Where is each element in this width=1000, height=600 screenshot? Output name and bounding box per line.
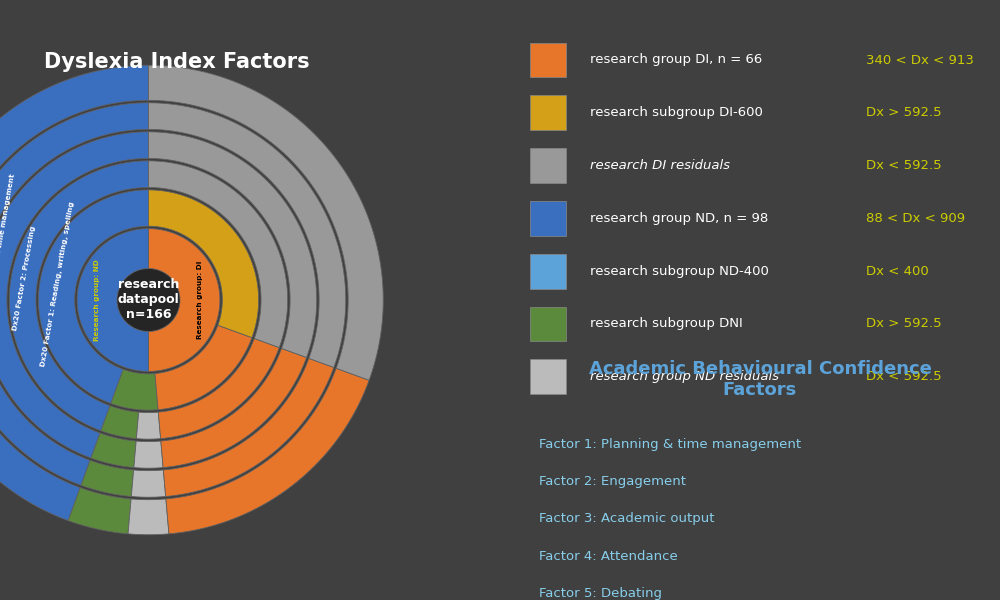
Polygon shape: [91, 433, 136, 467]
Text: Dx20 Factor 1: Reading, writing, spelling: Dx20 Factor 1: Reading, writing, spellin…: [40, 201, 75, 367]
Polygon shape: [101, 406, 139, 439]
Text: Factor 4: Attendance: Factor 4: Attendance: [539, 550, 678, 563]
Text: Factor 3: Academic output: Factor 3: Academic output: [539, 512, 715, 526]
Polygon shape: [0, 132, 148, 458]
Text: Research group: DI: Research group: DI: [197, 261, 203, 339]
Text: Dx < 400: Dx < 400: [866, 265, 928, 278]
Polygon shape: [166, 368, 369, 534]
Text: Research group: ND: Research group: ND: [94, 259, 100, 341]
FancyBboxPatch shape: [530, 254, 566, 289]
Polygon shape: [38, 190, 148, 403]
Text: research group ND, n = 98: research group ND, n = 98: [590, 212, 768, 225]
Polygon shape: [161, 349, 307, 467]
Text: Dx > 592.5: Dx > 592.5: [866, 106, 941, 119]
Polygon shape: [158, 338, 279, 439]
Polygon shape: [134, 441, 163, 468]
Polygon shape: [149, 132, 317, 358]
Circle shape: [118, 270, 179, 330]
Text: research
datapool
n=166: research datapool n=166: [118, 278, 179, 322]
Text: research subgroup DI-600: research subgroup DI-600: [590, 106, 762, 119]
Text: research group ND residuals: research group ND residuals: [590, 370, 779, 383]
Polygon shape: [128, 499, 169, 535]
FancyBboxPatch shape: [530, 148, 566, 183]
FancyBboxPatch shape: [530, 359, 566, 394]
Text: 88 < Dx < 909: 88 < Dx < 909: [866, 212, 965, 225]
Polygon shape: [9, 161, 148, 431]
Text: Dx20 Factor 3: Organization & time management: Dx20 Factor 3: Organization & time manag…: [0, 174, 16, 373]
Polygon shape: [0, 65, 148, 521]
Text: Academic Behavioural Confidence
Factors: Academic Behavioural Confidence Factors: [589, 360, 931, 399]
Text: research group DI, n = 66: research group DI, n = 66: [590, 53, 762, 67]
Polygon shape: [148, 229, 220, 371]
Polygon shape: [149, 103, 346, 367]
Text: Dyslexia Index Factors: Dyslexia Index Factors: [44, 52, 310, 73]
Text: 340 < Dx < 913: 340 < Dx < 913: [866, 53, 973, 67]
FancyBboxPatch shape: [530, 95, 566, 130]
Polygon shape: [149, 65, 383, 380]
Polygon shape: [131, 470, 166, 497]
Polygon shape: [81, 460, 134, 496]
Text: Dx < 592.5: Dx < 592.5: [866, 370, 941, 383]
Polygon shape: [149, 190, 259, 338]
Polygon shape: [155, 325, 252, 410]
Polygon shape: [77, 229, 148, 371]
Polygon shape: [111, 370, 158, 410]
FancyBboxPatch shape: [530, 43, 566, 77]
Text: Dx < 592.5: Dx < 592.5: [866, 159, 941, 172]
Text: research DI residuals: research DI residuals: [590, 159, 730, 172]
FancyBboxPatch shape: [530, 201, 566, 236]
Polygon shape: [68, 488, 131, 534]
Polygon shape: [136, 412, 161, 439]
Text: Factor 1: Planning & time management: Factor 1: Planning & time management: [539, 438, 801, 451]
FancyBboxPatch shape: [530, 307, 566, 341]
Text: Dx20 Factor 2: Processing: Dx20 Factor 2: Processing: [12, 226, 37, 331]
Polygon shape: [0, 103, 148, 485]
Text: Factor 5: Debating: Factor 5: Debating: [539, 587, 662, 600]
Text: Factor 2: Engagement: Factor 2: Engagement: [539, 475, 686, 488]
Polygon shape: [149, 161, 288, 347]
Text: Dx > 592.5: Dx > 592.5: [866, 317, 941, 331]
Text: research subgroup ND-400: research subgroup ND-400: [590, 265, 768, 278]
Text: research subgroup DNI: research subgroup DNI: [590, 317, 742, 331]
Polygon shape: [163, 358, 334, 496]
